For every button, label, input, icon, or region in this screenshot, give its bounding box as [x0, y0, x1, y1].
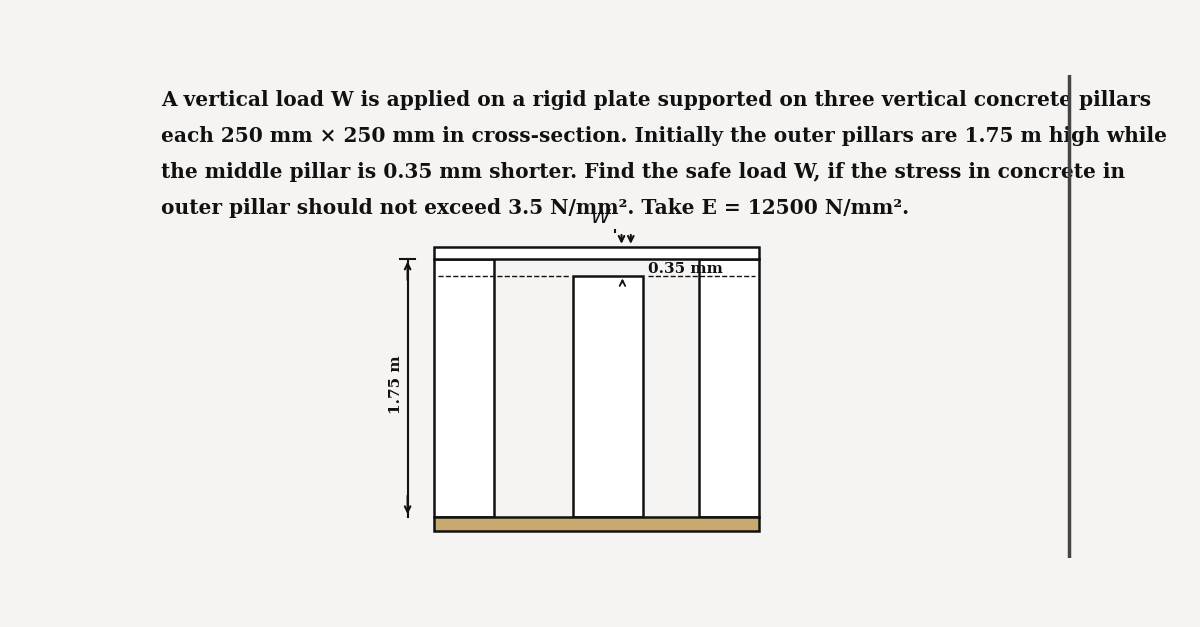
Bar — [433, 517, 760, 532]
Text: outer pillar should not exceed 3.5 N/mm². Take E = 12500 N/mm².: outer pillar should not exceed 3.5 N/mm²… — [161, 198, 910, 218]
Text: $W$: $W$ — [590, 209, 612, 228]
Bar — [433, 259, 494, 517]
Text: 0.35 mm: 0.35 mm — [648, 262, 722, 276]
Bar — [574, 276, 643, 517]
Text: A vertical load W is applied on a rigid plate supported on three vertical concre: A vertical load W is applied on a rigid … — [161, 90, 1151, 110]
Text: the middle pillar is 0.35 mm shorter. Find the safe load W, if the stress in con: the middle pillar is 0.35 mm shorter. Fi… — [161, 162, 1126, 182]
Bar — [433, 246, 760, 259]
Bar — [698, 259, 760, 517]
Text: 1.75 m: 1.75 m — [390, 355, 403, 414]
Text: each 250 mm × 250 mm in cross-section. Initially the outer pillars are 1.75 m hi: each 250 mm × 250 mm in cross-section. I… — [161, 126, 1168, 146]
